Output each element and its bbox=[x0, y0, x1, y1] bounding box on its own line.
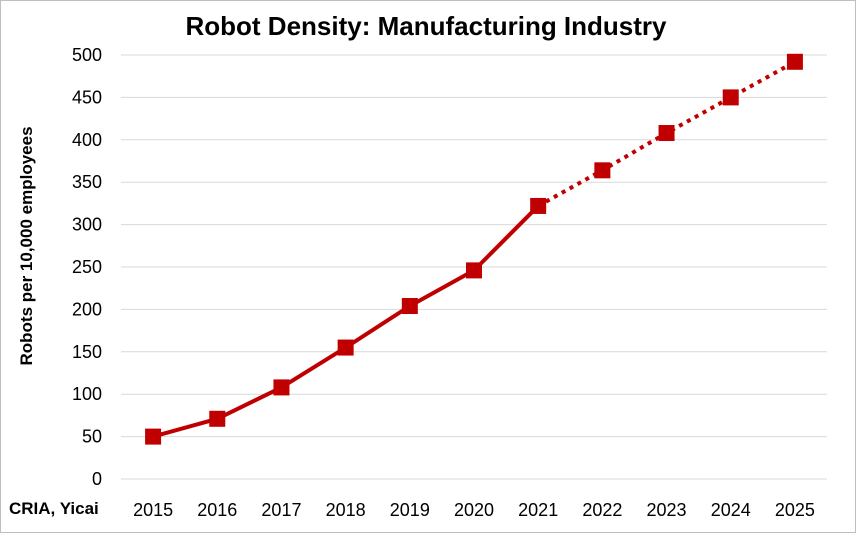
data-point-marker bbox=[658, 125, 675, 142]
x-tick-label: 2021 bbox=[518, 500, 558, 520]
chart-title: Robot Density: Manufacturing Industry bbox=[185, 11, 667, 41]
data-point-marker bbox=[786, 53, 803, 70]
y-tick-label: 350 bbox=[72, 172, 102, 192]
x-tick-label: 2023 bbox=[647, 500, 687, 520]
x-tick-label: 2016 bbox=[197, 500, 237, 520]
y-tick-label: 150 bbox=[72, 342, 102, 362]
series-line-actual bbox=[152, 204, 540, 439]
data-point-marker bbox=[594, 162, 611, 179]
data-point-marker bbox=[209, 410, 226, 427]
x-tick-label: 2019 bbox=[390, 500, 430, 520]
y-tick-label: 400 bbox=[72, 130, 102, 150]
x-tick-label: 2022 bbox=[582, 500, 622, 520]
x-tick-label: 2024 bbox=[711, 500, 751, 520]
data-point-marker bbox=[401, 298, 418, 315]
data-point-marker bbox=[337, 339, 354, 356]
data-point-marker bbox=[530, 197, 547, 214]
y-tick-label: 200 bbox=[72, 299, 102, 319]
y-tick-label: 450 bbox=[72, 87, 102, 107]
data-point-marker bbox=[722, 89, 739, 106]
x-tick-label: 2017 bbox=[261, 500, 301, 520]
data-point-marker bbox=[145, 428, 162, 445]
y-tick-label: 500 bbox=[72, 45, 102, 65]
data-point-marker bbox=[466, 262, 482, 279]
y-tick-label: 50 bbox=[82, 427, 102, 447]
data-point-marker bbox=[273, 379, 290, 396]
x-tick-label: 2025 bbox=[775, 500, 815, 520]
x-tick-label: 2015 bbox=[133, 500, 173, 520]
x-tick-label: 2018 bbox=[326, 500, 366, 520]
y-tick-label: 300 bbox=[72, 215, 102, 235]
y-tick-label: 0 bbox=[92, 469, 102, 489]
y-tick-label: 100 bbox=[72, 384, 102, 404]
source-note: CRIA, Yicai bbox=[9, 499, 99, 518]
y-tick-label: 250 bbox=[72, 257, 102, 277]
x-tick-label: 2020 bbox=[454, 500, 494, 520]
